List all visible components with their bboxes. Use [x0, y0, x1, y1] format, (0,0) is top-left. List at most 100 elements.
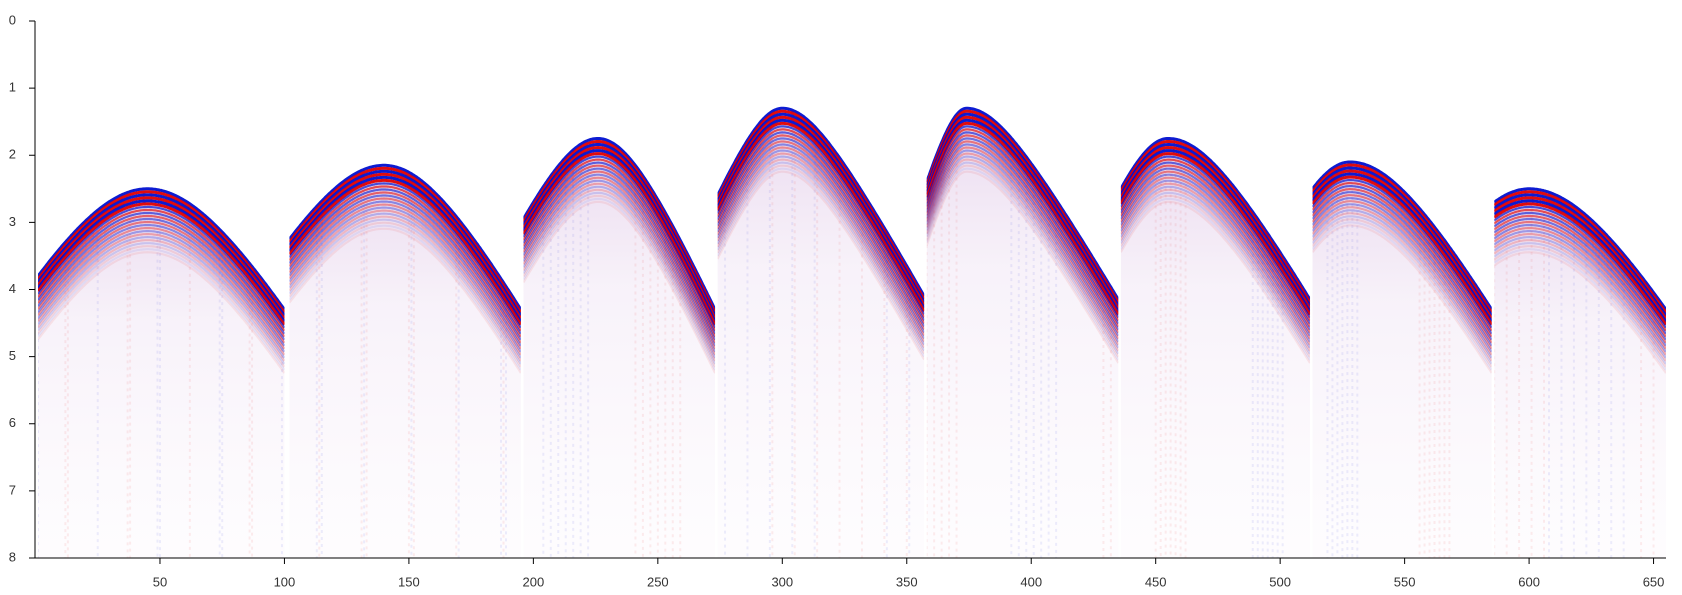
wavelet-band	[1120, 182, 1311, 346]
wavelet-band	[1312, 182, 1492, 332]
wavelet-band	[717, 134, 925, 324]
wavelet-band	[926, 137, 1119, 331]
x-tick-label: 300	[771, 574, 793, 589]
wavelet-band	[1312, 191, 1492, 341]
x-tick-label: 550	[1394, 574, 1416, 589]
gather	[289, 163, 521, 558]
x-tick-label: 50	[153, 574, 167, 589]
wavelet-band	[289, 215, 521, 362]
wavelet-band	[1312, 163, 1492, 314]
wavelet-band	[38, 214, 285, 338]
wavelet-band	[1120, 170, 1311, 334]
wavelet-band	[1494, 242, 1666, 365]
wavelet-band	[38, 251, 285, 374]
wavelet-band	[289, 194, 521, 341]
wavelet-band	[1120, 137, 1311, 301]
x-tick-label: 600	[1518, 574, 1540, 589]
wavelet-band	[1312, 221, 1492, 371]
wavelet-band	[926, 131, 1119, 325]
wavelet-band	[1312, 215, 1492, 365]
wavelet-band	[1494, 220, 1666, 344]
wavelet-band	[523, 197, 716, 371]
wavelet-band	[38, 205, 285, 329]
wavelet-band	[717, 158, 925, 349]
wavelet-band	[523, 182, 716, 356]
wavelet-band	[926, 143, 1119, 337]
wavelet-band	[1120, 161, 1311, 325]
wavelet-band	[38, 235, 285, 359]
wavelet-band	[289, 169, 521, 317]
wavelet-band	[1494, 224, 1666, 347]
wavelet-band	[1120, 200, 1311, 364]
wavelet-band	[1312, 206, 1492, 356]
wavelet-band	[289, 227, 521, 374]
wavelet-band	[1120, 173, 1311, 337]
y-tick-label: 8	[9, 549, 16, 564]
x-tick-label: 450	[1145, 574, 1167, 589]
wavelet-band	[926, 134, 1119, 328]
wavelet-band	[1120, 191, 1311, 355]
wavelet-band	[926, 158, 1119, 352]
wavelet-band	[1312, 194, 1492, 344]
wavelet-band	[523, 185, 716, 359]
wavelet-band	[1494, 202, 1666, 326]
wavelet-band	[717, 125, 925, 315]
wavelet-band	[717, 167, 925, 358]
wavelet-band	[1494, 208, 1666, 332]
wavelet-band	[717, 149, 925, 340]
wavelet-band	[523, 155, 716, 329]
wavelet-band	[1312, 212, 1492, 362]
wavelet-band	[1120, 194, 1311, 358]
wavelet-band	[38, 224, 285, 347]
wavelet-band	[1120, 185, 1311, 349]
wavelet-band	[717, 106, 925, 297]
wavelet-band	[38, 208, 285, 332]
wavelet-band	[926, 106, 1119, 301]
wavelet-band	[523, 179, 716, 353]
wavelet-band	[1120, 149, 1311, 313]
wavelet-band	[1494, 214, 1666, 338]
wavelet-band	[289, 203, 521, 350]
wavelet-band	[1120, 167, 1311, 331]
wavelet-band	[1494, 211, 1666, 335]
wavelet-band	[1494, 245, 1666, 368]
wavelet-band	[38, 193, 285, 317]
wavelet-band	[289, 218, 521, 365]
wavelet-band	[717, 128, 925, 318]
y-tick-label: 6	[9, 415, 16, 430]
wavelet-band	[717, 115, 925, 307]
gather-body	[289, 165, 521, 558]
wavelet-band	[289, 212, 521, 359]
x-tick-label: 350	[896, 574, 918, 589]
wavelet-band	[926, 146, 1119, 340]
wavelet-band	[717, 112, 925, 304]
wavelet-band	[717, 131, 925, 321]
x-tick-label: 150	[398, 574, 420, 589]
y-tick-label: 4	[9, 281, 16, 296]
wavelet-band	[1312, 179, 1492, 329]
wavelet-band	[717, 152, 925, 343]
wavelet-band	[38, 242, 285, 365]
wavelet-band	[926, 155, 1119, 349]
gather	[38, 187, 285, 558]
wavelet-band	[926, 161, 1119, 355]
wavelet-band	[1494, 251, 1666, 374]
wavelet-band	[523, 152, 716, 326]
wavelet-band	[926, 149, 1119, 343]
wavelet-band	[38, 202, 285, 326]
wavelet-band	[1494, 196, 1666, 320]
y-tick-label: 3	[9, 214, 16, 229]
wavelet-band	[1312, 200, 1492, 350]
wavelet-band	[289, 163, 521, 311]
wavelet-band	[1312, 197, 1492, 347]
wavelet-band	[717, 146, 925, 337]
wavelet-band	[289, 175, 521, 323]
wavelet-band	[1312, 224, 1492, 374]
wavelet-band	[38, 217, 285, 341]
wavelet-band	[926, 152, 1119, 346]
wavelet-band	[1120, 143, 1311, 307]
wavelet-band	[1120, 197, 1311, 361]
gather-body	[38, 188, 285, 558]
wavelet-band	[289, 188, 521, 335]
wavelet-band	[717, 155, 925, 346]
